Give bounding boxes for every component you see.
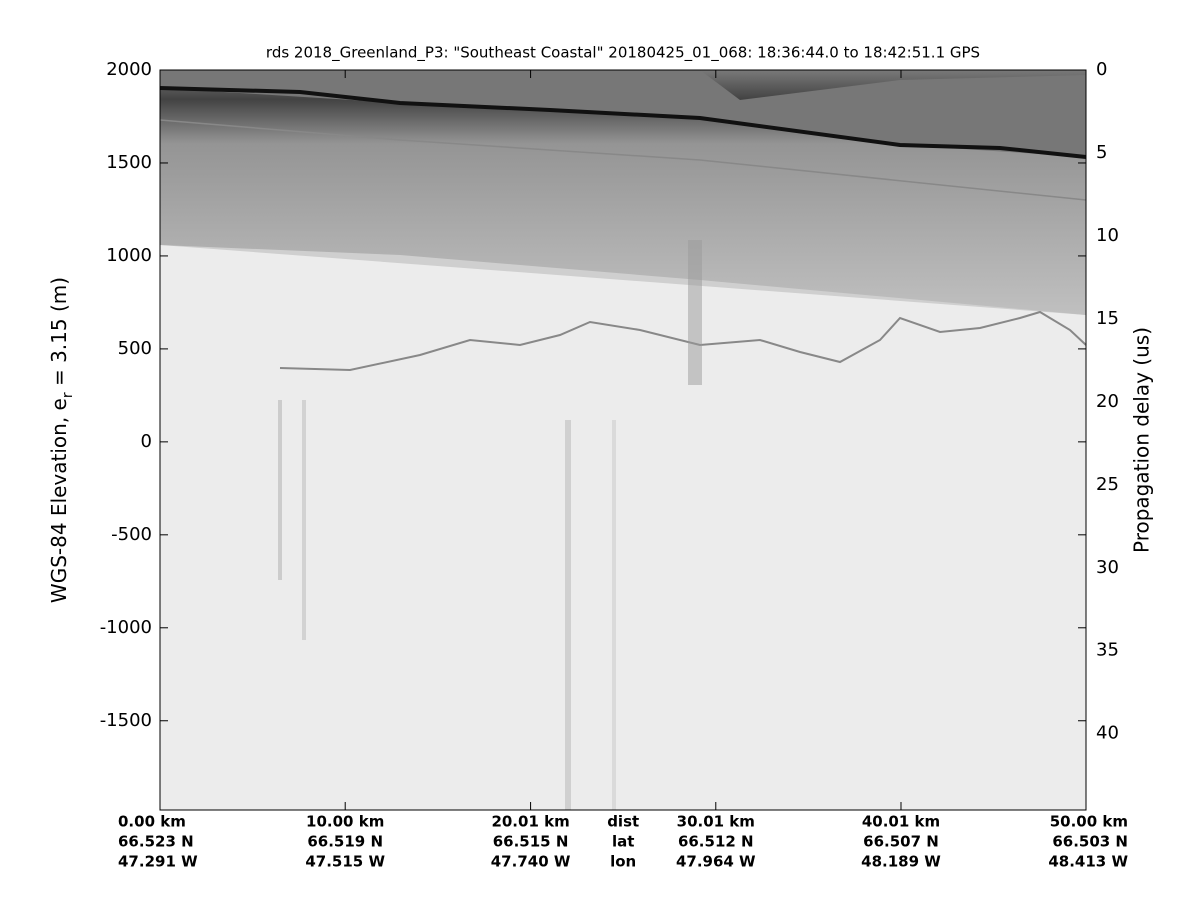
y-tick-label: 500 bbox=[118, 338, 152, 359]
y2-tick-label: 35 bbox=[1096, 640, 1119, 661]
row-name: lon bbox=[610, 853, 636, 871]
lat-label: 66.512 N bbox=[678, 833, 754, 851]
lon-label: 47.515 W bbox=[305, 853, 385, 871]
y-label-main: WGS-84 Elevation, e bbox=[47, 398, 71, 603]
y-tick-label: 2000 bbox=[106, 59, 152, 80]
x-tick-label: 0.00 km bbox=[118, 813, 186, 831]
chart-title: rds 2018_Greenland_P3: "Southeast Coasta… bbox=[266, 44, 980, 63]
y-tick-label: 0 bbox=[141, 431, 152, 452]
x-tick-label: 20.01 km bbox=[491, 813, 569, 831]
y2-tick-label: 40 bbox=[1096, 723, 1119, 744]
y-tick-label: 1000 bbox=[106, 245, 152, 266]
lon-label: 47.740 W bbox=[491, 853, 571, 871]
y-label-rest: = 3.15 (m) bbox=[47, 277, 71, 392]
y-tick-label: 1500 bbox=[106, 152, 152, 173]
y2-tick-label: 30 bbox=[1096, 557, 1119, 578]
x-tick-label: 50.00 km bbox=[1050, 813, 1128, 831]
x-tick-label: 40.01 km bbox=[862, 813, 940, 831]
lon-label: 48.413 W bbox=[1048, 853, 1128, 871]
lat-label: 66.503 N bbox=[1052, 833, 1128, 851]
lon-label: 48.189 W bbox=[861, 853, 941, 871]
lon-label: 47.291 W bbox=[118, 853, 198, 871]
y2-tick-label: 10 bbox=[1096, 225, 1119, 246]
lat-label: 66.519 N bbox=[307, 833, 383, 851]
y-axis-label: WGS-84 Elevation, er = 3.15 (m) bbox=[47, 277, 77, 603]
lat-label: 66.507 N bbox=[863, 833, 939, 851]
y2-tick-label: 5 bbox=[1096, 142, 1107, 163]
y2-axis-label: Propagation delay (us) bbox=[1130, 327, 1154, 553]
echogram bbox=[159, 69, 1087, 811]
lat-label: 66.523 N bbox=[118, 833, 194, 851]
lat-label: 66.515 N bbox=[493, 833, 569, 851]
y-tick-label: -500 bbox=[111, 524, 152, 545]
lon-label: 47.964 W bbox=[676, 853, 756, 871]
x-tick-label: 30.01 km bbox=[677, 813, 755, 831]
row-name: dist bbox=[607, 813, 639, 831]
y2-tick-label: 25 bbox=[1096, 474, 1119, 495]
y2-tick-label: 15 bbox=[1096, 308, 1119, 329]
y2-tick-label: 0 bbox=[1096, 59, 1107, 80]
row-name: lat bbox=[612, 833, 634, 851]
y-tick-label: -1500 bbox=[100, 710, 152, 731]
y-label-sub: r bbox=[60, 392, 76, 398]
x-tick-label: 10.00 km bbox=[306, 813, 384, 831]
y2-tick-label: 20 bbox=[1096, 391, 1119, 412]
y-tick-label: -1000 bbox=[100, 617, 152, 638]
